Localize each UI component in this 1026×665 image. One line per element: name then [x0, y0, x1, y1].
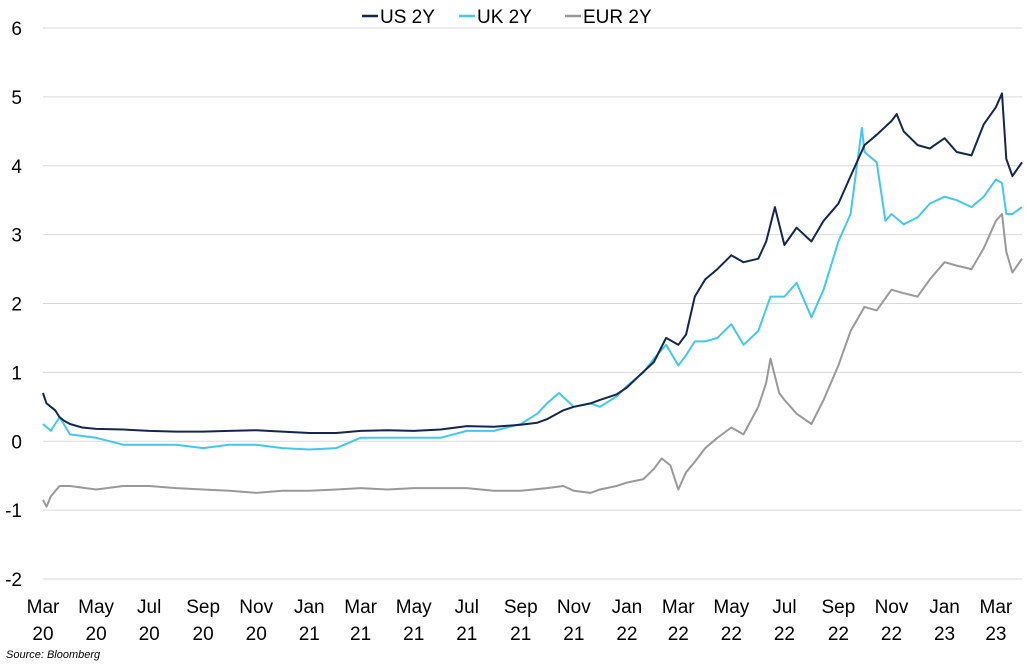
x-tick-year: 21	[403, 624, 424, 645]
y-axis: -2 -1 0 1 2 3 4 5 6	[5, 19, 22, 591]
x-tick-month: May	[396, 597, 432, 618]
y-tick-label: 0	[11, 432, 22, 453]
x-tick-year: 23	[934, 624, 955, 645]
legend-item-uk-2y: UK 2Y	[459, 7, 532, 28]
x-tick-month: Mar	[27, 597, 60, 618]
x-tick-8: Jul 21	[455, 597, 479, 645]
y-tick-label: -2	[5, 570, 22, 591]
x-tick-month: Sep	[821, 597, 855, 618]
series-line-eur-2y	[42, 213, 1023, 508]
x-tick-year: 21	[510, 624, 531, 645]
y-tick-label: 1	[11, 363, 22, 384]
x-tick-7: May 21	[396, 597, 432, 645]
legend: US 2Y UK 2Y EUR 2Y	[362, 7, 652, 28]
y-tick-label: 6	[11, 19, 22, 40]
x-tick-month: Jan	[612, 597, 643, 618]
x-tick-month: Sep	[504, 597, 538, 618]
x-tick-year: 21	[350, 624, 371, 645]
y-tick-label: 4	[11, 157, 22, 178]
source-note: Source: Bloomberg	[6, 649, 101, 661]
x-tick-year: 21	[456, 624, 477, 645]
x-tick-3: Sep 20	[186, 597, 220, 645]
x-tick-17: Jan 23	[929, 597, 960, 645]
x-tick-14: Jul 22	[772, 597, 796, 645]
x-tick-year: 20	[86, 624, 107, 645]
x-tick-year: 20	[246, 624, 267, 645]
x-tick-year: 20	[193, 624, 214, 645]
x-tick-month: Nov	[875, 597, 909, 618]
x-tick-year: 21	[563, 624, 584, 645]
x-tick-year: 22	[668, 624, 689, 645]
x-tick-month: Jul	[455, 597, 479, 618]
y-tick-label: 5	[11, 88, 22, 109]
x-tick-month: Sep	[186, 597, 220, 618]
x-tick-year: 23	[985, 624, 1006, 645]
x-tick-6: Mar 21	[344, 597, 377, 645]
x-tick-month: Mar	[662, 597, 695, 618]
series-layer	[42, 92, 1023, 508]
x-tick-month: Jan	[294, 597, 325, 618]
x-tick-month: Nov	[557, 597, 591, 618]
x-tick-year: 21	[299, 624, 320, 645]
x-tick-year: 22	[721, 624, 742, 645]
x-tick-15: Sep 22	[821, 597, 855, 645]
x-tick-18: Mar 23	[980, 597, 1013, 645]
x-tick-year: 20	[139, 624, 160, 645]
x-tick-4: Nov 20	[239, 597, 273, 645]
x-tick-9: Sep 21	[504, 597, 538, 645]
grid-lines	[43, 27, 1022, 580]
x-tick-month: Mar	[980, 597, 1013, 618]
x-tick-10: Nov 21	[557, 597, 591, 645]
x-tick-16: Nov 22	[875, 597, 909, 645]
x-tick-12: Mar 22	[662, 597, 695, 645]
x-tick-2: Jul 20	[137, 597, 161, 645]
y-tick-label: -1	[5, 501, 22, 522]
x-tick-11: Jan 22	[612, 597, 643, 645]
x-tick-year: 22	[828, 624, 849, 645]
legend-item-us-2y: US 2Y	[362, 7, 435, 28]
x-tick-year: 22	[774, 624, 795, 645]
x-tick-month: Mar	[344, 597, 377, 618]
x-tick-month: Jul	[137, 597, 161, 618]
y-tick-label: 2	[11, 295, 22, 316]
series-line-us-2y	[42, 92, 1023, 434]
legend-label: US 2Y	[380, 7, 435, 28]
x-tick-month: May	[78, 597, 114, 618]
x-axis: Mar 20 May 20 Jul 20 Sep 20 Nov 20 Jan 21 Mar 21 May 21…	[27, 597, 1013, 645]
legend-label: EUR 2Y	[583, 7, 652, 28]
x-tick-13: May 22	[713, 597, 749, 645]
series-line-uk-2y	[42, 126, 1023, 451]
x-tick-month: Jul	[772, 597, 796, 618]
legend-label: UK 2Y	[477, 7, 532, 28]
x-tick-0: Mar 20	[27, 597, 60, 645]
y-tick-label: 3	[11, 226, 22, 247]
x-tick-year: 22	[616, 624, 637, 645]
x-tick-year: 22	[881, 624, 902, 645]
x-tick-1: May 20	[78, 597, 114, 645]
x-tick-5: Jan 21	[294, 597, 325, 645]
x-tick-month: Nov	[239, 597, 273, 618]
legend-item-eur-2y: EUR 2Y	[565, 7, 652, 28]
x-tick-month: Jan	[929, 597, 960, 618]
x-tick-year: 20	[32, 624, 53, 645]
x-tick-month: May	[713, 597, 749, 618]
